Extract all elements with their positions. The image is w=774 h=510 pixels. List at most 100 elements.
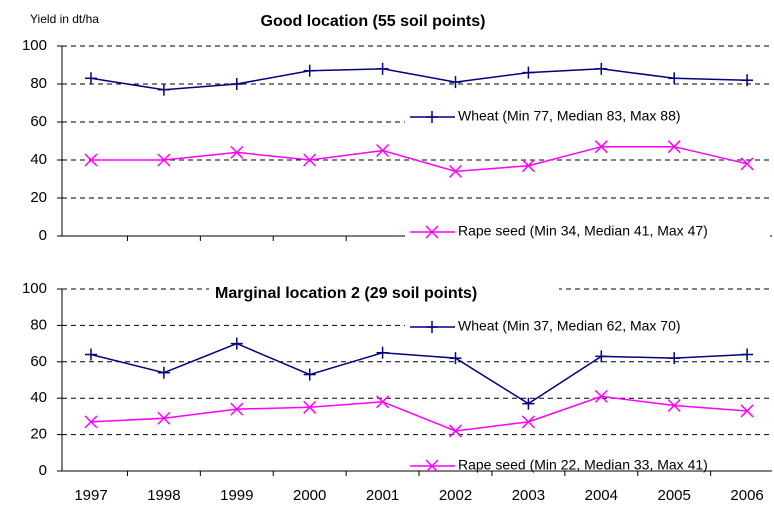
marker xyxy=(668,352,681,365)
marker-stroke xyxy=(521,415,535,429)
x-tick-label: 1998 xyxy=(147,487,180,504)
marker xyxy=(448,424,463,438)
marker-stroke xyxy=(157,411,171,425)
y-tick-label: 0 xyxy=(39,462,47,479)
chart-title: Marginal location 2 (29 soil points) xyxy=(215,285,477,302)
marker xyxy=(594,389,608,403)
legend-background xyxy=(405,316,770,338)
marker-stroke xyxy=(84,415,98,429)
marker xyxy=(594,140,608,154)
series-line xyxy=(90,342,748,405)
x-tick-label: 1999 xyxy=(220,487,253,504)
marker xyxy=(449,76,462,89)
legend-background xyxy=(405,106,770,128)
legend-label: Rape seed (Min 22, Median 33, Max 41) xyxy=(458,457,708,473)
y-tick-label: 20 xyxy=(30,426,47,443)
marker xyxy=(449,352,462,365)
marker-stroke xyxy=(740,404,754,418)
marker-stroke xyxy=(376,143,390,158)
marker xyxy=(157,153,171,167)
marker-stroke xyxy=(448,424,463,438)
marker xyxy=(667,140,681,154)
marker-stroke xyxy=(521,159,535,173)
marker xyxy=(425,225,439,239)
marker xyxy=(426,321,438,333)
marker xyxy=(522,397,535,410)
y-tick-label: 100 xyxy=(22,37,47,54)
y-tick-label: 40 xyxy=(30,151,47,168)
marker-stroke xyxy=(157,153,171,167)
marker-stroke xyxy=(303,153,317,167)
marker-stroke xyxy=(740,157,754,171)
y-tick-label: 80 xyxy=(30,75,47,92)
marker xyxy=(741,348,754,361)
marker-stroke xyxy=(667,398,681,413)
marker xyxy=(522,66,535,79)
marker xyxy=(595,62,608,75)
marker xyxy=(85,72,97,85)
marker xyxy=(230,145,244,159)
marker xyxy=(668,72,681,85)
x-tick-label: 2000 xyxy=(293,487,326,504)
marker xyxy=(303,368,316,381)
marker xyxy=(303,64,316,77)
marker xyxy=(740,157,754,171)
marker xyxy=(595,350,608,363)
x-tick-label: 2003 xyxy=(512,487,545,504)
marker xyxy=(84,415,98,429)
legend-label: Rape seed (Min 34, Median 41, Max 47) xyxy=(458,223,708,239)
marker-stroke xyxy=(230,402,244,416)
marker xyxy=(741,74,754,87)
marker xyxy=(425,459,439,473)
marker xyxy=(157,366,170,379)
marker xyxy=(376,346,389,359)
x-tick-label: 2002 xyxy=(439,487,472,504)
marker xyxy=(376,143,390,158)
marker xyxy=(521,415,535,429)
marker-stroke xyxy=(594,389,608,403)
y-tick-label: 60 xyxy=(30,353,47,370)
marker xyxy=(230,402,244,416)
y-tick-label: 0 xyxy=(39,227,47,244)
marker xyxy=(376,62,389,75)
marker-stroke xyxy=(594,140,608,154)
y-tick-label: 40 xyxy=(30,389,47,406)
marker xyxy=(740,404,754,418)
y-tick-label: 60 xyxy=(30,113,47,130)
x-tick-label: 2004 xyxy=(585,487,618,504)
x-tick-label: 2006 xyxy=(730,487,763,504)
marker xyxy=(85,348,97,361)
series-line xyxy=(90,395,748,432)
series-line xyxy=(90,68,748,91)
series-line xyxy=(91,145,748,173)
marker xyxy=(230,78,243,90)
marker xyxy=(230,337,243,350)
marker xyxy=(448,164,463,178)
y-tick-label: 80 xyxy=(30,316,47,333)
marker-stroke xyxy=(230,145,244,159)
marker xyxy=(521,159,535,173)
legend-label: Wheat (Min 37, Median 62, Max 70) xyxy=(458,318,681,334)
title-background xyxy=(209,283,559,305)
marker-stroke xyxy=(425,225,439,239)
marker-stroke xyxy=(667,140,681,154)
marker xyxy=(84,153,98,167)
marker xyxy=(303,400,317,414)
marker-stroke xyxy=(303,400,317,414)
marker xyxy=(303,153,317,167)
chart-title: Good location (55 soil points) xyxy=(261,13,486,30)
y-axis-label: Yield in dt/ha xyxy=(30,12,99,26)
y-tick-label: 20 xyxy=(30,189,47,206)
marker xyxy=(157,83,170,96)
marker-stroke xyxy=(84,153,98,167)
marker-stroke xyxy=(376,395,390,409)
y-tick-label: 100 xyxy=(22,280,47,297)
marker xyxy=(157,411,171,425)
marker xyxy=(426,111,438,123)
marker xyxy=(376,395,390,409)
marker-stroke xyxy=(425,459,439,473)
x-tick-label: 2001 xyxy=(366,487,399,504)
legend-label: Wheat (Min 77, Median 83, Max 88) xyxy=(458,108,681,124)
marker xyxy=(667,398,681,413)
